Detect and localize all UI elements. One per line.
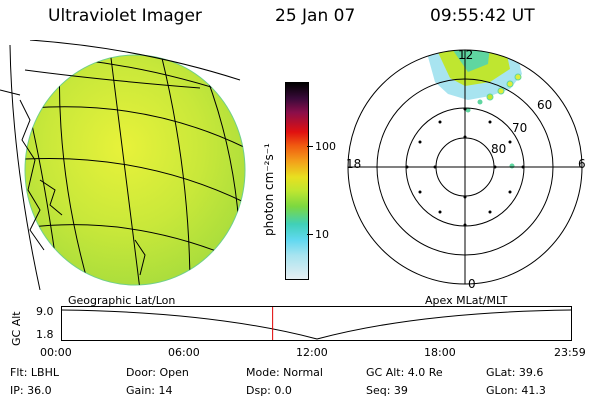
status-door: Door: Open bbox=[126, 366, 189, 379]
aurora-dots bbox=[465, 73, 522, 169]
polar-grid bbox=[347, 49, 583, 285]
date-label: 25 Jan 07 bbox=[275, 6, 356, 26]
status-seq: Seq: 39 bbox=[366, 384, 408, 397]
mlat-label-80: 80 bbox=[491, 142, 507, 156]
status-filter: Flt: LBHL bbox=[10, 366, 59, 379]
mlat-label-60: 60 bbox=[537, 98, 553, 112]
colorbar-unit-text: photon cm⁻²s⁻¹ bbox=[262, 143, 276, 236]
alt-ytick-9: 9.0 bbox=[36, 305, 54, 318]
alt-ylabel: GC Alt bbox=[10, 311, 23, 346]
mlt-label-12: 12 bbox=[458, 48, 474, 62]
colorbar-label-10: 10 bbox=[315, 228, 329, 241]
time-label: 09:55:42 UT bbox=[430, 6, 535, 26]
altitude-plot bbox=[61, 306, 572, 341]
polar-plot bbox=[347, 49, 583, 285]
status-gc-alt: GC Alt: 4.0 Re bbox=[366, 366, 443, 379]
status-dsp: Dsp: 0.0 bbox=[246, 384, 292, 397]
polar-tick-marks bbox=[405, 107, 525, 227]
alt-plot-frame bbox=[61, 306, 572, 341]
color-scale-bar bbox=[285, 82, 309, 280]
alt-xtick-0000: 00:00 bbox=[40, 346, 72, 359]
colorbar-label-100: 100 bbox=[315, 140, 336, 153]
mlat-label-70: 70 bbox=[512, 121, 528, 135]
mlt-label-6: 6 bbox=[578, 157, 586, 171]
colorbar-tick-100 bbox=[307, 146, 313, 147]
alt-xtick-0600: 06:00 bbox=[168, 346, 200, 359]
aurora-core-region bbox=[450, 50, 490, 72]
outer-grid-lines bbox=[0, 40, 241, 290]
status-mode: Mode: Normal bbox=[246, 366, 323, 379]
alt-ytick-1.8: 1.8 bbox=[36, 328, 54, 341]
altitude-curve bbox=[61, 309, 572, 340]
status-glat: GLat: 39.6 bbox=[486, 366, 544, 379]
apex-projection-label: Apex MLat/MLT bbox=[425, 294, 508, 307]
status-gain: Gain: 14 bbox=[126, 384, 173, 397]
status-glon: GLon: 41.3 bbox=[486, 384, 546, 397]
geo-projection-label: Geographic Lat/Lon bbox=[68, 294, 176, 307]
earth-disk-image bbox=[0, 40, 246, 290]
earth-disk bbox=[24, 54, 246, 286]
status-ip: IP: 36.0 bbox=[10, 384, 52, 397]
mlt-label-0: 0 bbox=[468, 277, 476, 291]
app-title: Ultraviolet Imager bbox=[48, 6, 202, 26]
colorbar-tick-10 bbox=[307, 234, 313, 235]
mlt-label-18: 18 bbox=[346, 157, 362, 171]
alt-xtick-1800: 18:00 bbox=[424, 346, 456, 359]
alt-xtick-1200: 12:00 bbox=[296, 346, 328, 359]
coastlines bbox=[19, 69, 201, 276]
alt-xtick-2359: 23:59 bbox=[554, 346, 586, 359]
